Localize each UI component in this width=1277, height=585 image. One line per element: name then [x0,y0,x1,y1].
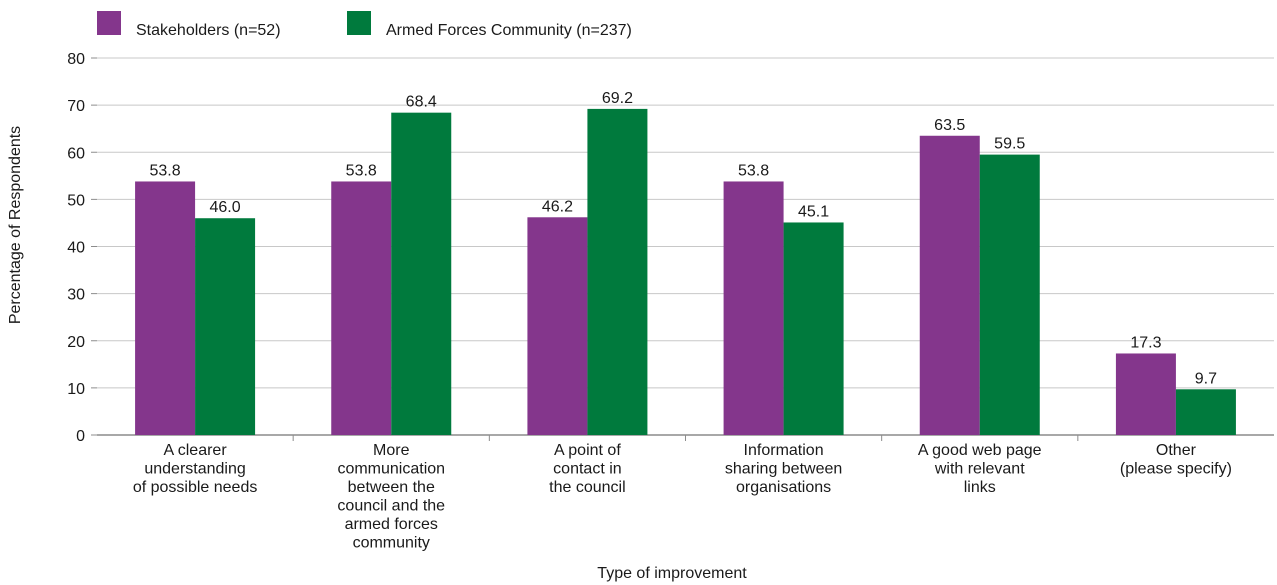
x-tick-label-line: community [353,535,430,552]
x-tick-label-line: links [964,479,996,496]
data-label: 59.5 [994,136,1025,153]
bar [391,112,452,435]
bars [135,108,1236,436]
data-label: 46.0 [210,199,241,216]
x-tick-label-line: A good web page [918,442,1042,459]
data-label: 46.2 [542,198,573,215]
bar [527,217,588,435]
y-tick-label: 80 [67,51,85,68]
x-tick-label-line: of possible needs [133,479,258,496]
data-label: 53.8 [738,162,769,179]
x-tick-label-line: between the [348,479,435,496]
y-tick-label: 0 [76,428,85,445]
x-tick-label: Other (please specify) [1120,442,1232,478]
x-tick-label-line: sharing between [725,461,842,478]
data-label: 45.1 [798,203,829,220]
x-tick-label: A clearer understanding of possible needs [133,442,258,496]
data-label: 53.8 [346,162,377,179]
y-tick-labels: 0 10 20 30 40 50 60 70 80 [67,51,85,445]
legend-swatch [97,11,121,35]
legend-label: Stakeholders (n=52) [136,22,281,39]
legend-swatch [347,11,371,35]
x-tick-label-line: armed forces [345,516,438,533]
axes [91,57,1274,441]
bar [783,222,844,435]
x-tick-label-line: A clearer [164,442,228,459]
bar [195,218,256,435]
x-axis-title: Type of improvement [597,565,747,582]
bar [135,181,196,435]
x-tick-label: A good web page with relevant links [918,442,1042,496]
bar [1115,353,1176,435]
gridlines [97,57,1274,389]
x-tick-label-line: Other [1156,442,1197,459]
x-tick-label-line: (please specify) [1120,461,1232,478]
bar [1175,389,1236,435]
legend: Stakeholders (n=52) Armed Forces Communit… [97,11,632,39]
y-tick-label: 70 [67,98,85,115]
bar [723,181,784,435]
x-tick-label: Information sharing between organisations [725,442,842,496]
x-tick-label-line: More [373,442,410,459]
x-tick-labels: A clearer understanding of possible needs M… [133,442,1232,552]
x-tick-label: A point of contact in the council [549,442,626,496]
data-label: 53.8 [150,162,181,179]
bar [331,181,392,435]
bar [979,154,1040,435]
y-tick-label: 20 [67,334,85,351]
y-tick-label: 10 [67,381,85,398]
data-label: 17.3 [1130,334,1161,351]
y-axis-title: Percentage of Respondents [7,126,24,324]
data-labels: 53.8 46.0 53.8 68.4 46.2 69.2 53.8 45.1 63.5 59.5… [150,90,1218,387]
y-tick-label: 30 [67,287,85,304]
y-tick-label: 40 [67,240,85,257]
x-tick-label-line: the council [549,479,626,496]
x-tick-label-line: contact in [553,461,621,478]
data-label: 68.4 [406,94,437,111]
x-tick-label-line: Information [744,442,824,459]
x-tick-label-line: organisations [736,479,831,496]
legend-label: Armed Forces Community (n=237) [386,22,632,39]
data-label: 9.7 [1195,370,1217,387]
x-tick-label-line: with relevant [934,461,1025,478]
x-tick-label-line: communication [337,461,445,478]
x-tick-label-line: council and the [337,498,445,515]
bar [919,135,980,435]
x-tick-label: More communication between the council and … [337,442,445,552]
x-tick-label-line: A point of [554,442,621,459]
y-tick-label: 50 [67,192,85,209]
y-tick-label: 60 [67,145,85,162]
data-label: 69.2 [602,90,633,107]
data-label: 63.5 [934,117,965,134]
x-tick-label-line: understanding [144,461,245,478]
bar [587,108,648,436]
